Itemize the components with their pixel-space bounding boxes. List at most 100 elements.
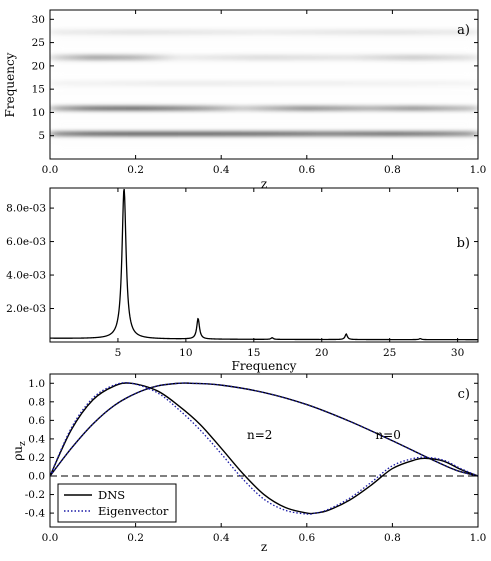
spectrogram-cell — [99, 106, 107, 110]
panel-c-ylabel: ρuz — [11, 441, 28, 461]
spectrogram-cell — [214, 132, 222, 136]
spectrogram-cell — [413, 30, 421, 34]
spectrogram-cell — [50, 106, 58, 110]
spectrogram-cell — [356, 132, 364, 136]
spectrogram-cell — [349, 132, 357, 136]
spectrogram-cell — [171, 30, 179, 34]
x-tick-label: 0.0 — [42, 532, 59, 544]
spectrogram-cell — [206, 132, 214, 136]
spectrogram-cell — [349, 30, 357, 34]
spectrogram-cell — [178, 30, 186, 34]
spectrogram-cell — [363, 30, 371, 34]
spectrogram-cell — [420, 106, 428, 110]
spectrogram-cell — [363, 132, 371, 136]
spectrogram-cell — [435, 106, 443, 110]
spectrogram-cell — [114, 30, 122, 34]
panel-b-xlabel: Frequency — [232, 359, 297, 373]
spectrogram-cell — [256, 30, 264, 34]
spectrogram-cell — [249, 106, 257, 110]
spectrogram-cell — [378, 132, 386, 136]
spectrogram-cell — [214, 30, 222, 34]
spectrogram-cell — [164, 30, 172, 34]
spectrogram-cell — [335, 132, 343, 136]
spectrogram-streak — [50, 21, 478, 22]
spectrogram-cell — [142, 132, 150, 136]
spectrogram-cell — [178, 132, 186, 136]
x-tick-label: 0.4 — [213, 164, 230, 176]
spectrogram-cell — [185, 106, 193, 110]
y-tick-label: -0.4 — [25, 508, 46, 520]
spectrogram-streak — [50, 27, 478, 28]
x-tick-label: 0.2 — [127, 532, 144, 544]
x-tick-label: 0.8 — [384, 532, 401, 544]
spectrogram-cell — [142, 30, 150, 34]
spectrogram-cell — [78, 132, 86, 136]
spectrogram-cell — [392, 30, 400, 34]
spectrogram-cell — [171, 132, 179, 136]
spectrogram-cell — [463, 132, 471, 136]
spectrogram-cell — [264, 106, 272, 110]
spectrogram-cell — [199, 132, 207, 136]
panel-a-label: a) — [457, 23, 470, 38]
panel-c-xlabel: z — [261, 540, 267, 554]
spectrogram-cell — [342, 30, 350, 34]
panel-b-label: b) — [457, 236, 470, 251]
spectrogram-cell — [428, 30, 436, 34]
spectrogram-cell — [449, 132, 457, 136]
spectrogram-cell — [278, 132, 286, 136]
y-tick-label: 30 — [32, 14, 45, 26]
spectrogram-cell — [249, 132, 257, 136]
spectrogram-streak — [50, 99, 478, 100]
spectrogram-cell — [256, 132, 264, 136]
spectrogram-cell — [356, 30, 364, 34]
spectrogram-cell — [121, 106, 129, 110]
spectrogram-cell — [221, 106, 229, 110]
spectrogram-streak — [50, 39, 478, 40]
spectrogram-cell — [470, 30, 478, 34]
spectrogram-cell — [157, 132, 165, 136]
x-tick-label: 15 — [247, 347, 260, 359]
spectrogram-cell — [399, 132, 407, 136]
spectrogram-cell — [78, 106, 86, 110]
y-tick-label: 0.6 — [28, 415, 45, 427]
y-tick-label: 5 — [38, 130, 45, 142]
spectrogram-cell — [206, 30, 214, 34]
spectrogram-streak — [50, 87, 478, 88]
spectrogram-cell — [57, 132, 65, 136]
spectrogram-cell — [392, 106, 400, 110]
spectrogram-cell — [64, 30, 72, 34]
spectrogram-cell — [292, 106, 300, 110]
spectrogram-cell — [264, 132, 272, 136]
spectrogram-streak — [50, 142, 478, 143]
legend-dns-label: DNS — [98, 488, 125, 502]
spectrogram-cell — [406, 132, 414, 136]
x-tick-label: 20 — [315, 347, 328, 359]
x-tick-label: 1.0 — [470, 532, 487, 544]
spectrogram-streak — [50, 51, 478, 52]
spectrogram-cell — [399, 106, 407, 110]
spectrogram-cell — [385, 106, 393, 110]
panel-c-profiles: 0.0 0.2 0.4 0.6 0.8 1.0 -0.4 -0.2 0.0 0.2 0.4 0.6 0.… — [11, 374, 486, 554]
spectrogram-cell — [356, 106, 364, 110]
spectrogram-cell — [185, 132, 193, 136]
spectrogram-cell — [342, 106, 350, 110]
y-tick-label: 0.0 — [28, 471, 45, 483]
spectrogram-streak — [50, 148, 478, 149]
spectrogram-streak — [50, 15, 478, 16]
spectrogram-cell — [221, 30, 229, 34]
spectrogram-cell — [135, 30, 143, 34]
spectrogram-cell — [378, 30, 386, 34]
y-tick-label: 15 — [32, 84, 45, 96]
spectrogram-cell — [306, 132, 314, 136]
spectrogram-cell — [385, 132, 393, 136]
spectrogram-cell — [321, 106, 329, 110]
panel-c-label: c) — [458, 387, 470, 402]
spectrogram-cell — [149, 132, 157, 136]
spectrogram-cell — [199, 106, 207, 110]
spectrogram-cell — [413, 106, 421, 110]
spectrogram-cell — [107, 106, 115, 110]
spectrogram-cell — [313, 132, 321, 136]
y-tick-label: 0.2 — [28, 452, 45, 464]
spectrogram-cell — [292, 30, 300, 34]
